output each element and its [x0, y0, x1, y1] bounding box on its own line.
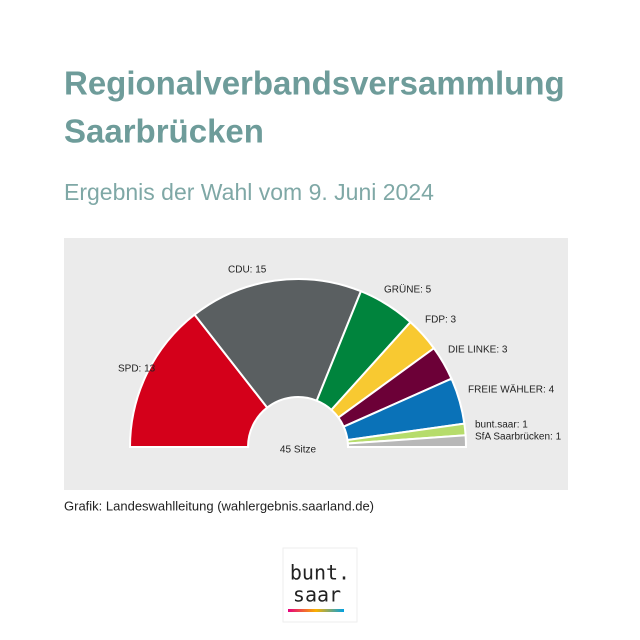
seat-wedge	[128, 313, 269, 448]
source: Grafik: Landeswahlleitung (wahlergebnis.…	[64, 498, 374, 513]
logo-text: saar	[293, 583, 341, 607]
title: Saarbrücken	[64, 113, 264, 150]
title: Regionalverbandsversammlung	[64, 65, 565, 102]
data-label: bunt.saar: 1	[475, 420, 528, 431]
data-label: SfA Saarbrücken: 1	[475, 432, 562, 443]
plot: SPD: 13 CDU: 15 GRÜNE: 5 FDP: 3 DIE LINKE: 3…	[118, 265, 562, 448]
data-label: SPD: 13	[118, 364, 156, 375]
seat-wedge	[346, 434, 468, 448]
data-label: DIE LINKE: 3	[448, 345, 508, 356]
data-label: GRÜNE: 5	[384, 284, 432, 296]
seat-wedge	[193, 278, 363, 410]
logo-text: bunt.	[290, 561, 350, 585]
logo-bar	[288, 609, 344, 612]
subtitle: Ergebnis der Wahl vom 9. Juni 2024	[64, 179, 434, 205]
data-label: FREIE WÄHLER: 4	[468, 384, 555, 396]
data-label: CDU: 15	[228, 265, 267, 276]
center-label: 45 Sitze	[280, 445, 317, 456]
data-label: FDP: 3	[425, 315, 457, 326]
